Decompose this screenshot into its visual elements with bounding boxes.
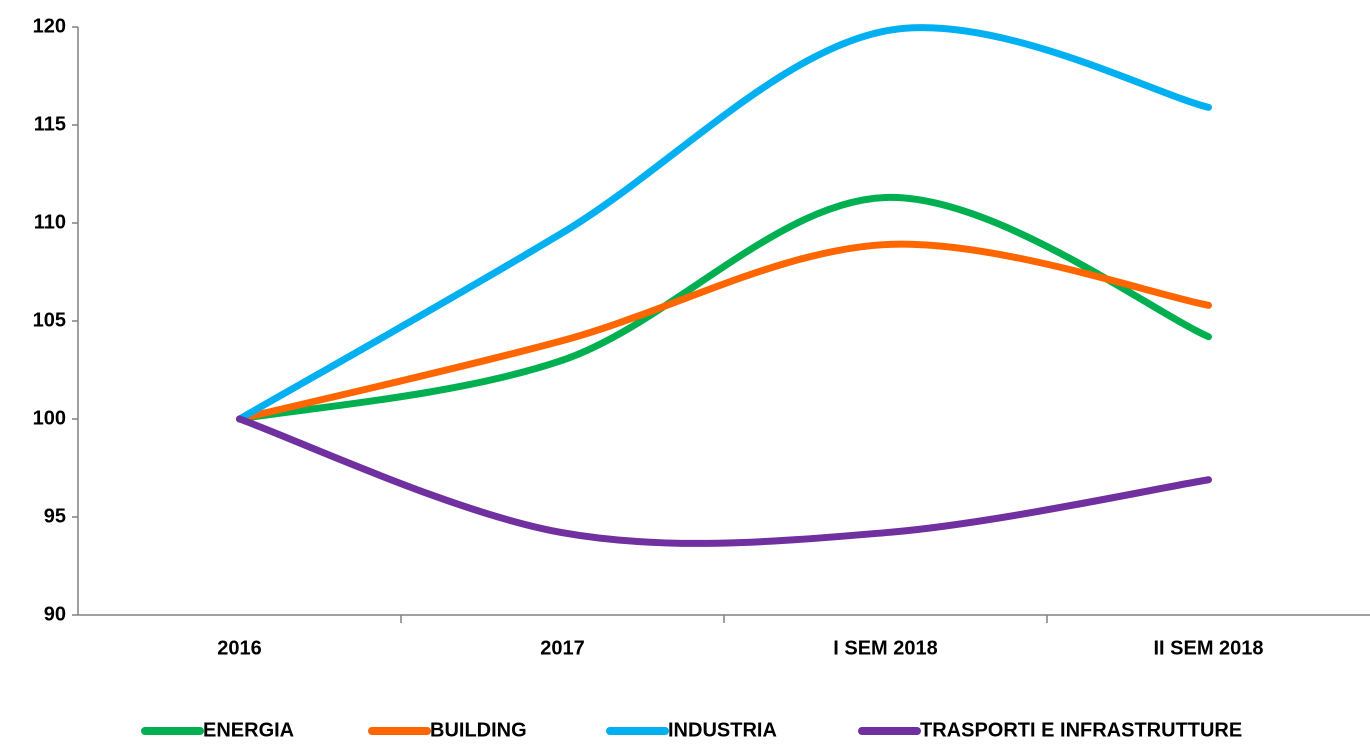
- x-tick-label: 2017: [540, 637, 585, 659]
- y-tick-label: 110: [34, 211, 66, 233]
- line-series: [236, 415, 1212, 547]
- line-series: [236, 194, 1212, 423]
- line-series: [236, 24, 1212, 423]
- y-tick-label: 115: [34, 113, 66, 135]
- y-tick-label: 100: [33, 407, 66, 429]
- legend-label: TRASPORTI E INFRASTRUTTURE: [920, 719, 1242, 741]
- x-tick-label: II SEM 2018: [1153, 637, 1263, 659]
- x-tick-label: 2016: [217, 637, 262, 659]
- y-tick-label: 95: [44, 505, 66, 527]
- line-series: [236, 240, 1212, 423]
- y-tick-label: 90: [44, 603, 66, 625]
- x-tick-label: I SEM 2018: [833, 637, 938, 659]
- legend-label: BUILDING: [430, 719, 527, 741]
- legend-label: INDUSTRIA: [668, 719, 777, 741]
- y-tick-label: 120: [33, 15, 66, 37]
- legend-label: ENERGIA: [203, 719, 294, 741]
- y-tick-label: 105: [33, 309, 66, 331]
